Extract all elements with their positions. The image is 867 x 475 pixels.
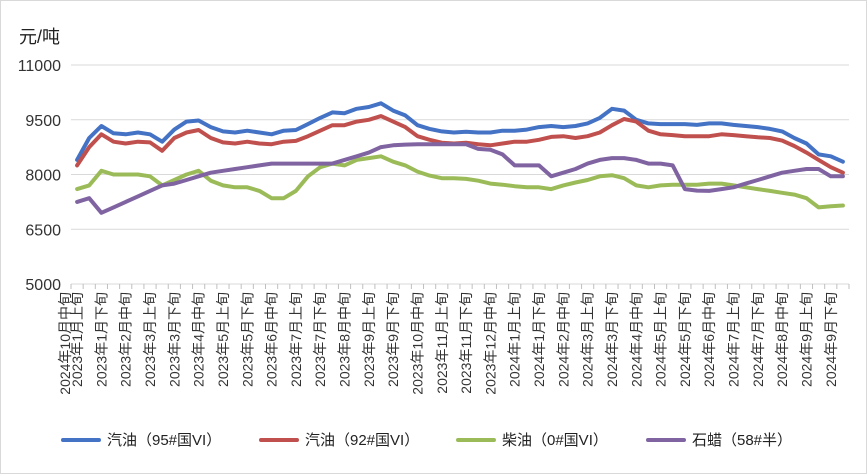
x-tick-label: 2023年11月上旬 [434, 292, 450, 394]
x-tick-label: 2024年9月上旬 [798, 292, 814, 387]
x-tick-label: 2024年6月中旬 [701, 292, 717, 387]
y-tick-label-8000: 8000 [25, 168, 61, 185]
x-tick-label: 2024年5月上旬 [653, 292, 669, 387]
x-tick-label: 2023年9月上旬 [361, 292, 377, 387]
x-tick-label: 2023年7月下旬 [312, 292, 328, 387]
legend-swatch [456, 437, 496, 442]
y-tick-label-11000: 11000 [18, 58, 61, 75]
x-tick-label: 2024年7月上旬 [726, 292, 742, 387]
legend-item-4: 石蜡（58#半） [646, 429, 792, 450]
x-tick-label: 2024年9月下旬 [823, 292, 839, 387]
y-tick-label-9500: 9500 [25, 113, 61, 130]
x-tick-label: 2024年5月下旬 [677, 292, 693, 387]
x-tick-label: 2024年10月中旬 [57, 292, 73, 395]
x-tick-label: 2023年9月下旬 [385, 292, 401, 387]
x-tick-label: 2023年1月下旬 [93, 292, 109, 387]
x-tick-label: 2023年11月下旬 [458, 292, 474, 394]
legend-label: 石蜡（58#半） [692, 432, 793, 449]
x-tick-label: 2024年1月下旬 [531, 292, 547, 387]
legend-item-3: 柴油（0#国VI） [456, 429, 608, 450]
series-line-3 [75, 154, 845, 210]
legend: 汽油（95#国VI） 汽油（92#国VI） 柴油（0#国VI） 石蜡（58#半） [1, 429, 867, 459]
legend-item-1: 汽油（95#国VI） [61, 429, 221, 450]
x-tick-label: 2023年6月中旬 [264, 292, 280, 387]
legend-swatch [646, 437, 686, 442]
legend-label: 汽油（95#国VI） [107, 432, 222, 449]
legend-label: 汽油（92#国VI） [305, 432, 420, 449]
legend-item-2: 汽油（92#国VI） [259, 429, 419, 450]
x-tick-label: 2023年5月下旬 [239, 292, 255, 387]
series-line-1 [75, 101, 845, 164]
x-tick-label: 2023年4月中旬 [191, 292, 207, 387]
x-tick-label: 2023年3月上旬 [142, 292, 158, 387]
x-tick-label: 2024年1月上旬 [507, 292, 523, 387]
x-tick-label: 2023年8月中旬 [337, 292, 353, 387]
y-tick-label-6500: 6500 [25, 222, 61, 239]
x-tick-label: 2024年4月中旬 [628, 292, 644, 387]
x-tick-label: 2024年3月上旬 [580, 292, 596, 387]
x-tick-label: 2023年12月中旬 [482, 292, 498, 395]
x-tick-label: 2024年2月中旬 [555, 292, 571, 387]
legend-swatch [61, 437, 101, 442]
x-tick-label: 2023年10月中旬 [409, 292, 425, 395]
y-tick-label-5000: 5000 [25, 277, 61, 294]
series-line-4 [75, 142, 845, 215]
x-tick-label: 2023年5月上旬 [215, 292, 231, 387]
x-tick-label: 2023年3月下旬 [166, 292, 182, 387]
x-tick-label: 2023年1月上旬 [69, 292, 85, 387]
x-tick-label: 2024年3月下旬 [604, 292, 620, 387]
x-tick-label: 2023年2月中旬 [118, 292, 134, 387]
x-tick-label: 2024年8月中旬 [774, 292, 790, 387]
legend-label: 柴油（0#国VI） [502, 432, 608, 449]
y-axis-title: 元/吨 [19, 27, 61, 47]
x-tick-label: 2024年7月下旬 [750, 292, 766, 387]
legend-swatch [259, 437, 299, 442]
x-tick-label: 2023年7月上旬 [288, 292, 304, 387]
